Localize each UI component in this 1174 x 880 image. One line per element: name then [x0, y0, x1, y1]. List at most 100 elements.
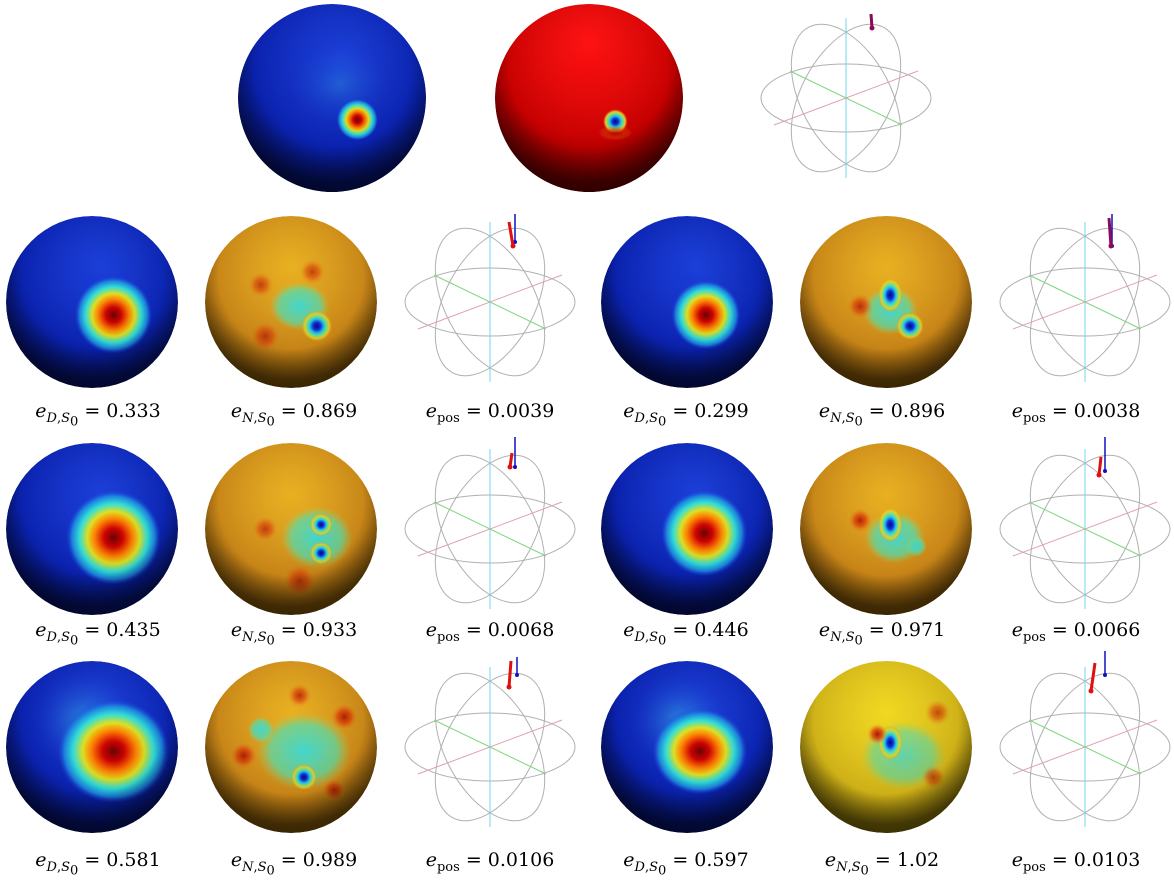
meridian-circle: [434, 672, 546, 822]
dirichlet-sphere: [6, 661, 178, 833]
estimated-dipole-point: [1096, 472, 1102, 478]
dirichlet-error-value: 0.299: [694, 400, 749, 422]
dirichlet-error-value: 0.446: [694, 619, 749, 641]
meridian-circle: [434, 227, 546, 377]
position-wireframe: [999, 214, 1171, 382]
sphere-shading: [205, 661, 377, 833]
caption-neumann-error: eN,S0 = 0.989: [230, 849, 358, 879]
caption-neumann-error: eN,S0 = 0.933: [230, 619, 358, 649]
sphere-shading: [601, 216, 773, 388]
dirichlet-error-value: 0.597: [694, 849, 749, 871]
caption-neumann-error: eN,S0 = 1.02: [824, 849, 940, 879]
sphere-shading: [601, 661, 773, 833]
neumann-sphere: [800, 661, 972, 833]
y-axis: [1012, 274, 1158, 330]
position-error-value: 0.0039: [487, 400, 555, 422]
meridian-circle: [790, 23, 902, 173]
neumann-error-value: 0.971: [890, 619, 946, 641]
reference-neumann-sphere: [495, 4, 683, 192]
caption-neumann-error: eN,S0 = 0.971: [818, 619, 946, 649]
estimated-dipole: [507, 660, 513, 688]
sphere-shading: [6, 216, 178, 388]
estimated-dipole-point: [507, 464, 513, 470]
caption-dirichlet-error: eD,S0 = 0.299: [623, 400, 749, 430]
estimated-dipole-point: [506, 684, 512, 690]
caption-position-error: epos = 0.0038: [1011, 400, 1141, 426]
neumann-error-value: 0.896: [890, 400, 946, 422]
position-wireframe: [404, 214, 576, 382]
sphere-shading: [238, 4, 426, 192]
y-axis: [417, 274, 563, 330]
meridian-circle: [1029, 672, 1141, 822]
meridian-circle: [434, 454, 546, 604]
caption-position-error: epos = 0.0106: [425, 849, 555, 875]
meridian-circle: [1029, 227, 1141, 377]
neumann-error-value: 0.989: [302, 849, 358, 871]
position-error-value: 0.0068: [487, 619, 555, 641]
meridian-circle: [790, 23, 902, 173]
caption-neumann-error: eN,S0 = 0.896: [818, 400, 946, 430]
estimated-dipole: [507, 221, 515, 247]
y-axis: [1012, 719, 1158, 775]
dirichlet-error-value: 0.435: [106, 619, 161, 641]
position-error-value: 0.0066: [1073, 619, 1141, 641]
caption-dirichlet-error: eD,S0 = 0.333: [35, 400, 161, 430]
neumann-sphere: [800, 216, 972, 388]
reference-dirichlet-sphere: [238, 4, 426, 192]
position-wireframe: [999, 651, 1171, 827]
meridian-circle: [1029, 227, 1141, 377]
neumann-sphere: [205, 216, 377, 388]
estimated-dipole-point: [1108, 243, 1114, 249]
caption-position-error: epos = 0.0103: [1011, 849, 1141, 875]
position-wireframe: [999, 437, 1171, 609]
true-dipole-point: [515, 673, 519, 677]
true-dipole-point: [1103, 469, 1107, 473]
neumann-sphere: [205, 443, 377, 615]
neumann-error-value: 0.869: [302, 400, 358, 422]
position-wireframe: [404, 657, 576, 827]
sphere-shading: [800, 661, 972, 833]
estimated-dipole-point: [510, 243, 516, 249]
estimated-dipole-point: [1088, 688, 1094, 694]
true-dipole-point: [1103, 673, 1107, 677]
sphere-shading: [800, 443, 972, 615]
y-axis: [1012, 501, 1158, 557]
sphere-shading: [6, 443, 178, 615]
meridian-circle: [1029, 454, 1141, 604]
caption-dirichlet-error: eD,S0 = 0.446: [623, 619, 749, 649]
caption-position-error: epos = 0.0068: [425, 619, 555, 645]
meridian-circle: [434, 672, 546, 822]
meridian-circle: [434, 227, 546, 377]
caption-neumann-error: eN,S0 = 0.869: [230, 400, 358, 430]
caption-position-error: epos = 0.0039: [425, 400, 555, 426]
dirichlet-sphere: [6, 216, 178, 388]
meridian-circle: [434, 454, 546, 604]
y-axis: [417, 501, 563, 557]
estimated-dipole: [1107, 217, 1113, 247]
reference-position-wireframe: [760, 13, 932, 178]
caption-dirichlet-error: eD,S0 = 0.435: [35, 619, 161, 649]
sphere-shading: [800, 216, 972, 388]
dirichlet-sphere: [601, 661, 773, 833]
dirichlet-sphere: [6, 443, 178, 615]
sphere-shading: [205, 216, 377, 388]
dirichlet-error-value: 0.581: [106, 849, 161, 871]
position-error-value: 0.0038: [1073, 400, 1141, 422]
dirichlet-sphere: [601, 443, 773, 615]
sphere-shading: [6, 661, 178, 833]
position-error-value: 0.0106: [487, 849, 555, 871]
meridian-circle: [1029, 454, 1141, 604]
sphere-shading: [495, 4, 683, 192]
caption-dirichlet-error: eD,S0 = 0.597: [623, 849, 749, 879]
neumann-error-value: 0.933: [302, 619, 358, 641]
estimated-dipole: [1089, 662, 1097, 692]
dirichlet-sphere: [601, 216, 773, 388]
caption-dirichlet-error: eD,S0 = 0.581: [35, 849, 161, 879]
estimated-dipole: [1097, 456, 1103, 476]
estimated-dipole-point: [869, 25, 875, 31]
dirichlet-error-value: 0.333: [106, 400, 161, 422]
sphere-shading: [205, 443, 377, 615]
true-dipole-point: [513, 465, 517, 469]
position-error-value: 0.0103: [1073, 849, 1141, 871]
